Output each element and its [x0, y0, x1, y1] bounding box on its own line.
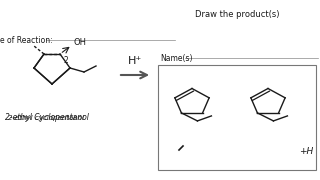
Text: 2: 2 — [63, 55, 68, 64]
Text: OH: OH — [74, 37, 87, 46]
Bar — [158, 65, 316, 170]
Text: 2-ethyl cyclopentanol: 2-ethyl cyclopentanol — [8, 115, 84, 121]
Text: 2-ethyl Cyclopentanol: 2-ethyl Cyclopentanol — [5, 114, 89, 123]
Text: Draw the product(s): Draw the product(s) — [195, 10, 279, 19]
Text: Name(s): Name(s) — [160, 53, 193, 62]
Text: +H: +H — [299, 147, 313, 156]
Text: e of Reaction:: e of Reaction: — [0, 35, 52, 44]
Text: H⁺: H⁺ — [128, 56, 142, 66]
